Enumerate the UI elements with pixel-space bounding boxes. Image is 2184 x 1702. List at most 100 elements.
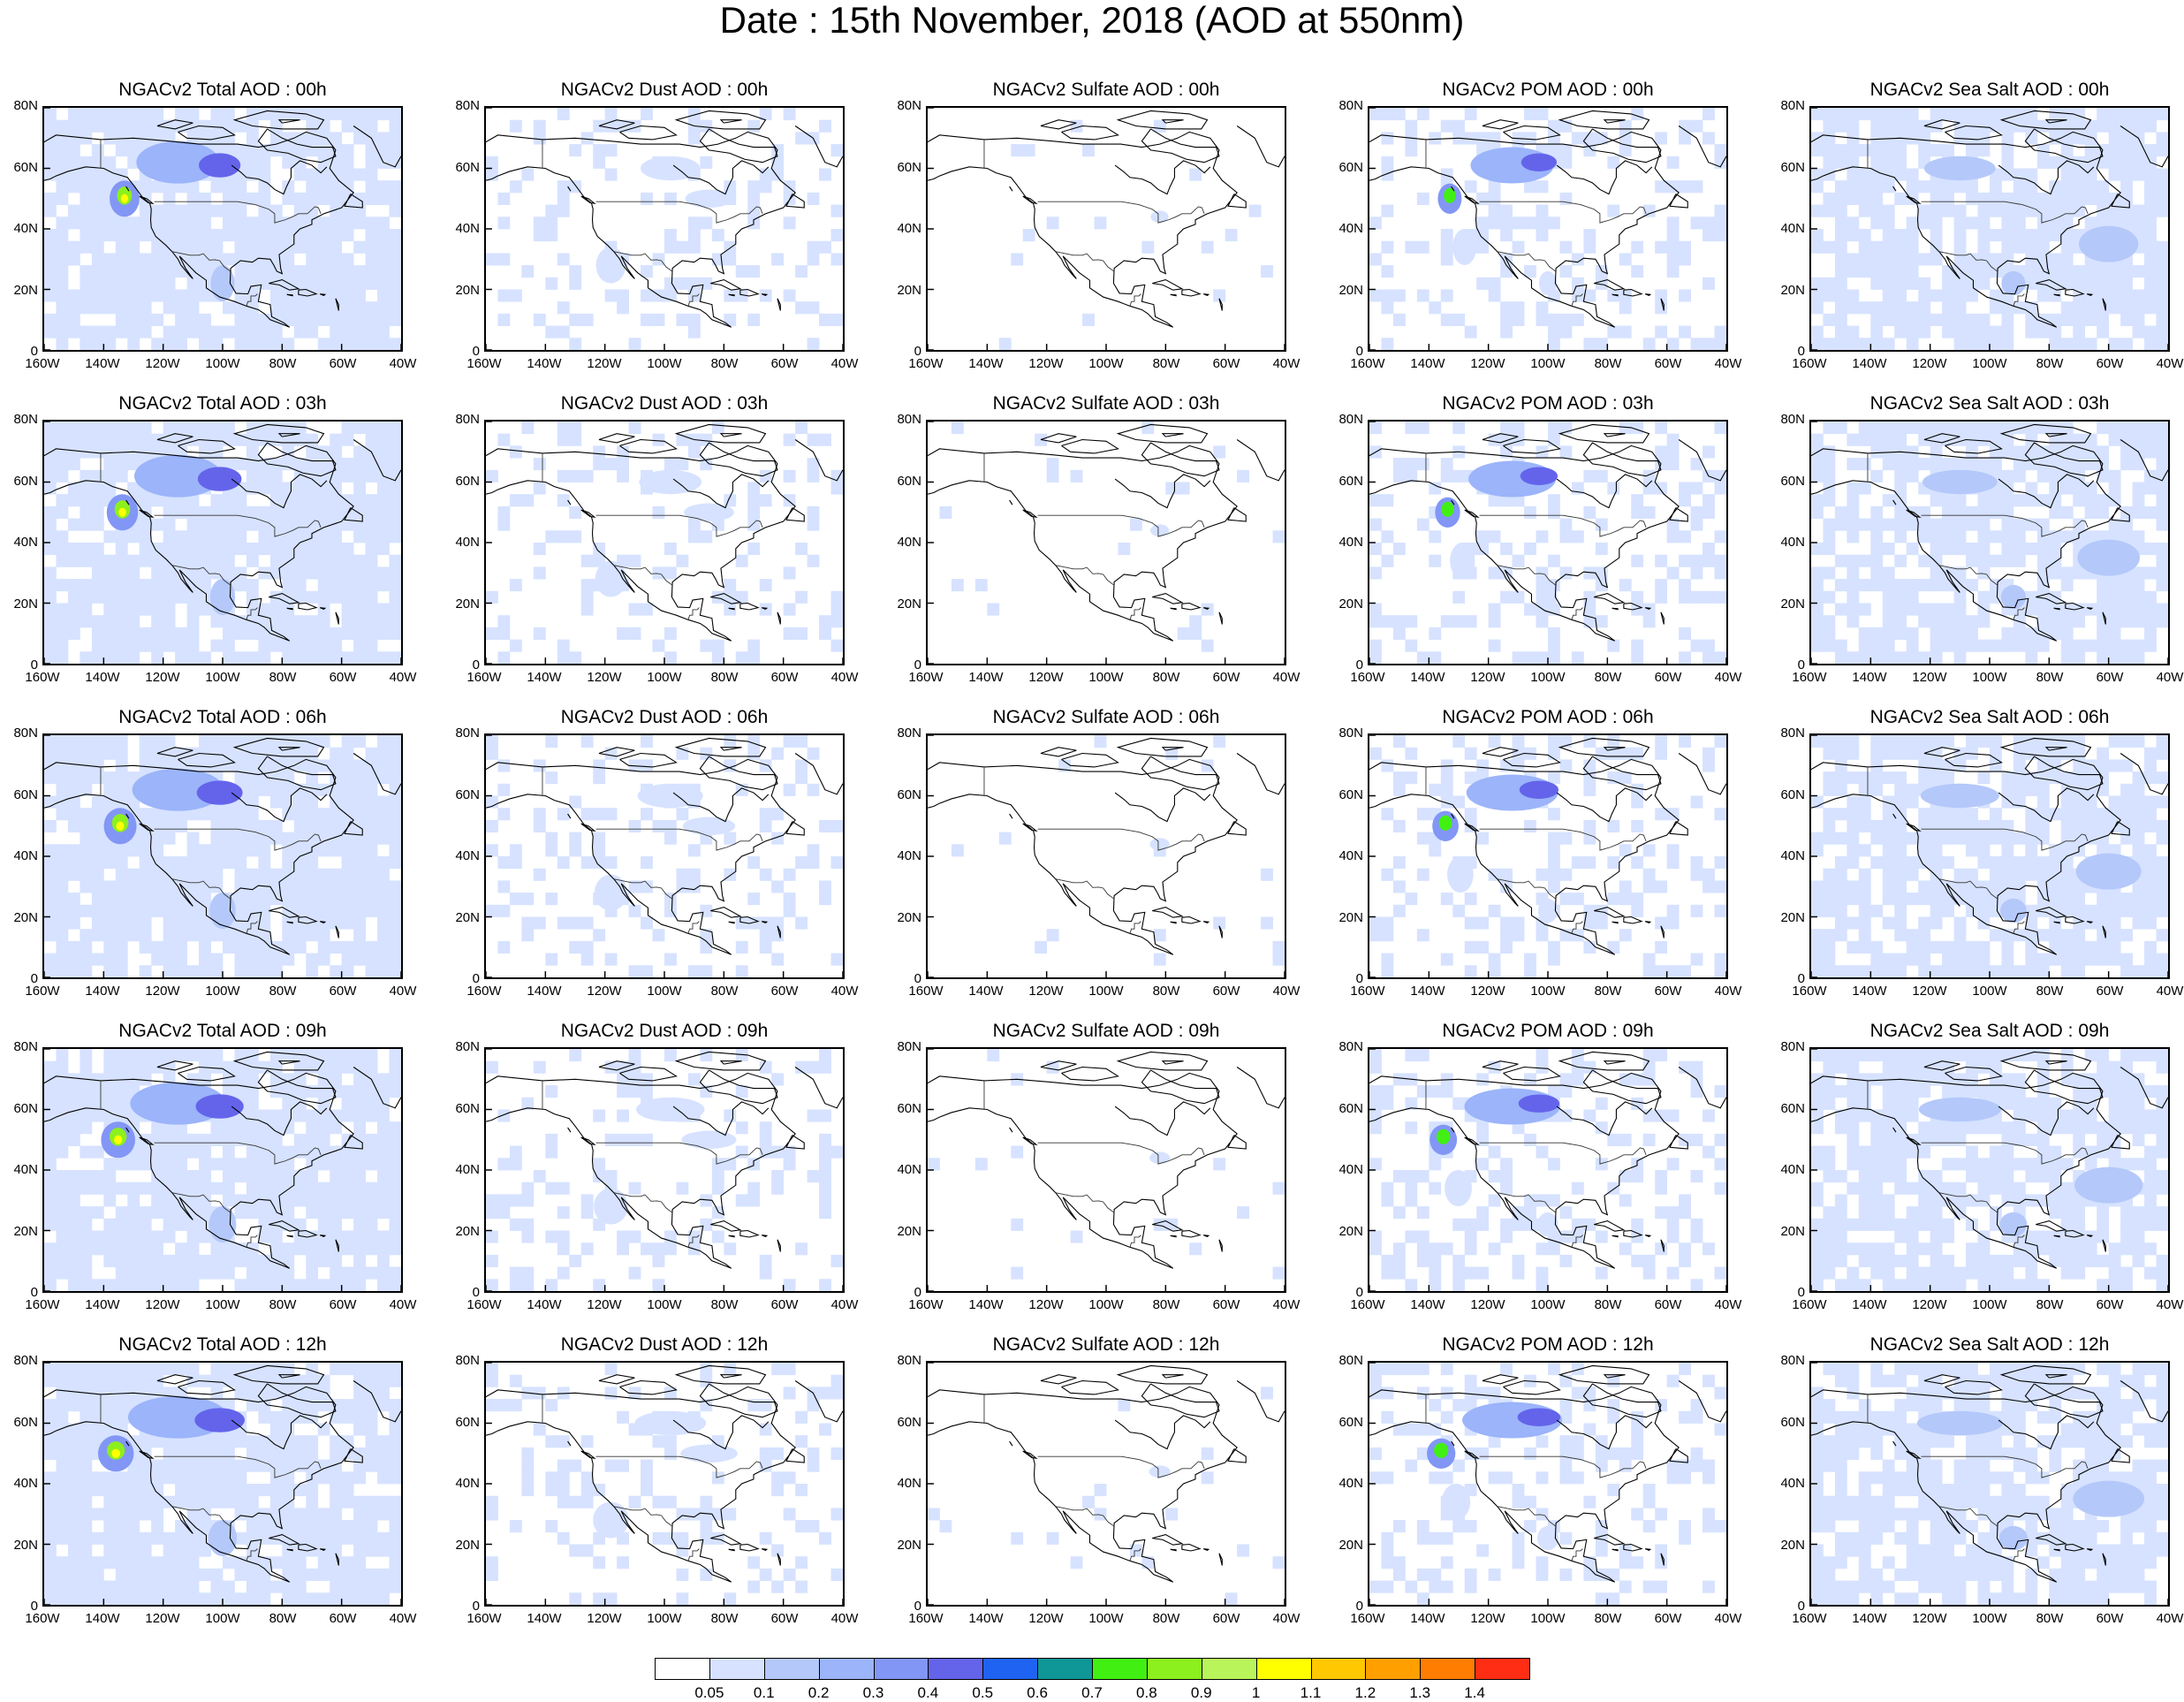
aod-field-cell [312, 174, 319, 181]
aod-field-cell [1714, 204, 1721, 211]
aod-field-cell [1906, 331, 1913, 338]
aod-field-cell [293, 174, 300, 181]
aod-field-cell [1829, 344, 1836, 350]
aod-field-cell [1218, 295, 1226, 302]
aod-field-cell [377, 217, 384, 224]
aod-field-cell [2013, 198, 2021, 205]
aod-field-cell [2036, 247, 2044, 254]
aod-field-cell [1840, 217, 1847, 224]
aod-field-cell [240, 223, 247, 230]
aod-field-cell [1536, 108, 1543, 115]
aod-field-cell [193, 289, 200, 296]
aod-field-cell [258, 180, 265, 187]
coastline [1218, 298, 1223, 311]
aod-field-cell [2066, 223, 2074, 230]
aod-field-cell [1870, 319, 1877, 326]
aod-field-cell [1990, 113, 1997, 121]
aod-field-cell [341, 223, 348, 230]
aod-field-cell [1960, 253, 1967, 260]
aod-field-cell [1847, 156, 1854, 163]
lat-label: 20N [897, 283, 921, 298]
aod-field-cell [67, 108, 75, 115]
aod-field-cell [557, 259, 564, 266]
aod-field-cell [2031, 138, 2038, 145]
aod-field-cell [139, 313, 146, 321]
aod-field-cell [353, 119, 360, 126]
aod-field-cell [264, 156, 271, 163]
aod-field-cell [682, 319, 689, 326]
aod-field-cell [103, 301, 110, 308]
aod-field-cell [139, 223, 146, 230]
aod-field-cell [103, 198, 110, 205]
aod-field-cell [389, 132, 396, 139]
aod-field-cell [1566, 313, 1573, 321]
aod-field-cell [1529, 113, 1536, 121]
aod-field-cell [49, 125, 57, 133]
aod-field-cell [276, 223, 283, 230]
aod-field-cell [186, 210, 193, 217]
aod-field-cell [2060, 234, 2067, 242]
aod-field-cell [2079, 313, 2086, 321]
aod-field-cell [145, 265, 152, 272]
aod-field-cell [44, 132, 51, 139]
aod-field-cell [115, 283, 122, 290]
aod-field-cell [1505, 270, 1513, 278]
aod-field-cell [1542, 180, 1549, 187]
aod-field-cell [1864, 180, 1871, 187]
aod-field-cell [193, 270, 200, 278]
aod-field-cell [1500, 313, 1507, 321]
aod-field-cell [56, 186, 63, 194]
aod-field-cell [317, 283, 324, 290]
aod-field-cell [1583, 289, 1590, 296]
aod-field-cell [1011, 259, 1018, 266]
aod-field-cell [1488, 289, 1495, 296]
aod-field-cell [317, 247, 324, 254]
aod-field-cell [1977, 125, 1984, 133]
aod-field-cell [234, 301, 241, 308]
aod-field-cell [293, 108, 300, 115]
aod-field-cell [1708, 229, 1715, 236]
aod-field-cell [86, 265, 93, 272]
aod-field-cell [317, 149, 324, 157]
aod-field-cell [2036, 125, 2044, 133]
aod-field-cell [1512, 138, 1519, 145]
aod-field-cell [694, 331, 701, 338]
aod-field-cell [288, 223, 295, 230]
aod-field-cell [103, 180, 110, 187]
aod-field-cell [1870, 217, 1877, 224]
aod-field-cell [44, 319, 51, 326]
aod-field-cell [252, 125, 259, 133]
aod-field-cell [1953, 313, 1960, 321]
aod-field-cell [341, 313, 348, 321]
aod-field-cell [1148, 240, 1155, 247]
aod-field-cell [347, 295, 354, 302]
aod-field-cell [2007, 234, 2014, 242]
aod-field-cell [1971, 149, 1978, 157]
aod-field-cell [2031, 168, 2038, 175]
aod-field-cell [73, 162, 80, 169]
aod-field-cell [2066, 174, 2074, 181]
aod-field-cell [264, 192, 271, 200]
aod-field-cell [1476, 283, 1483, 290]
aod-field-cell [1834, 113, 1842, 121]
aod-field-cell [1942, 301, 1949, 308]
aod-field-cell [186, 283, 193, 290]
aod-field-cell [1847, 119, 1854, 126]
aod-field-cell [1966, 186, 1973, 194]
aod-field-cell [783, 289, 790, 296]
aod-field-cell [533, 138, 540, 145]
aod-field-cell [175, 240, 182, 247]
aod-field-cell [73, 289, 80, 296]
aod-field-cell [335, 295, 343, 302]
aod-field-cell [1649, 344, 1656, 350]
aod-field-cell [1894, 247, 1901, 254]
aod-field-cell [216, 186, 224, 194]
aod-field-cell [2031, 325, 2038, 332]
aod-field-cell [2013, 168, 2021, 175]
aod-field-cell [139, 108, 146, 115]
aod-field-cell [1894, 125, 1901, 133]
aod-field-cell [2001, 344, 2008, 350]
aod-map-svg [1369, 108, 1726, 350]
lat-label: 60N [13, 160, 38, 175]
aod-field-cell [335, 223, 343, 230]
